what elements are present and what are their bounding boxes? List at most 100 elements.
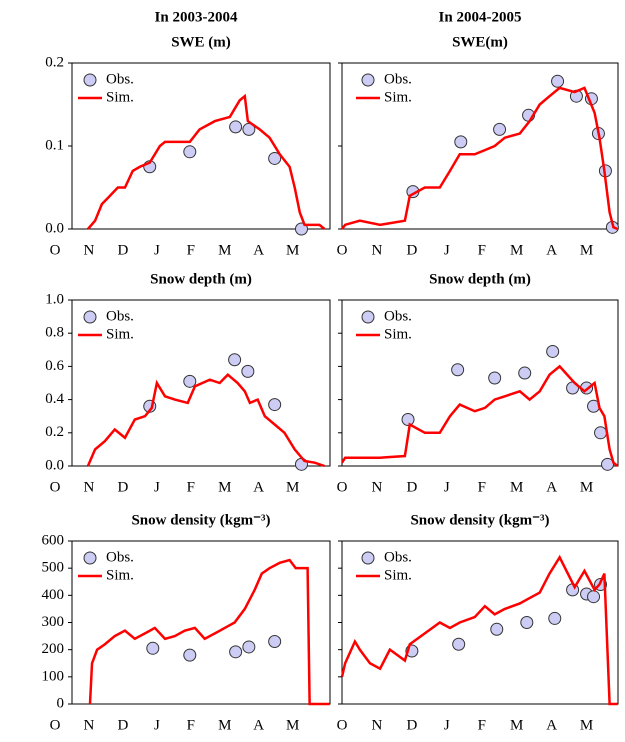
x-tick-label: M	[286, 717, 299, 733]
obs-point	[454, 135, 468, 149]
x-tick-label: M	[580, 242, 593, 258]
x-tick-label: M	[510, 242, 523, 258]
legend-marker	[83, 551, 97, 565]
plot-frame	[341, 299, 619, 467]
x-tick-label: D	[117, 717, 128, 733]
x-tick-label: A	[546, 242, 557, 258]
column-heading: In 2003-2004	[155, 9, 238, 25]
x-tick-label: O	[50, 717, 61, 733]
chart-title: SWE (m)	[171, 34, 231, 50]
x-tick-label: F	[187, 717, 195, 733]
legend-marker	[361, 310, 375, 324]
x-tick-label: F	[478, 717, 486, 733]
x-tick-label: O	[50, 479, 61, 495]
obs-point	[452, 637, 466, 651]
x-tick-label: J	[154, 479, 160, 495]
sim-line	[340, 364, 619, 467]
legend-marker	[361, 551, 375, 565]
plot-frame	[341, 62, 619, 230]
obs-point	[268, 398, 282, 412]
obs-point	[587, 590, 601, 604]
x-tick-label: J	[154, 242, 160, 258]
obs-point	[242, 640, 256, 654]
legend-label: Obs.	[384, 71, 412, 87]
obs-point	[451, 363, 465, 377]
chart-title: Snow depth (m)	[429, 271, 531, 287]
legend-label: Sim.	[106, 567, 134, 583]
sim-line	[87, 93, 326, 230]
x-tick-label: J	[154, 717, 160, 733]
y-tick-label: 0.1	[45, 137, 64, 153]
chart-title: Snow depth (m)	[150, 271, 252, 287]
x-tick-label: D	[406, 479, 417, 495]
obs-point	[548, 611, 562, 625]
x-tick-label: M	[286, 242, 299, 258]
legend-label: Obs.	[106, 308, 134, 324]
obs-point	[183, 648, 197, 662]
x-tick-label: J	[444, 717, 450, 733]
y-tick-label: 400	[42, 587, 65, 603]
x-tick-label: D	[117, 242, 128, 258]
x-tick-label: A	[253, 717, 264, 733]
x-tick-label: M	[218, 242, 231, 258]
x-tick-label: M	[218, 479, 231, 495]
y-tick-label: 0	[57, 695, 65, 711]
plot-frame	[71, 540, 331, 705]
x-tick-label: D	[406, 242, 417, 258]
obs-point	[183, 145, 197, 159]
obs-point	[493, 122, 507, 136]
x-tick-label: O	[337, 479, 348, 495]
plot-frame	[71, 62, 331, 230]
x-tick-label: M	[510, 479, 523, 495]
plot-frame	[341, 540, 619, 705]
legend-label: Obs.	[106, 71, 134, 87]
y-tick-label: 0.0	[45, 220, 64, 236]
y-tick-label: 0.8	[45, 325, 64, 341]
x-tick-label: F	[478, 479, 486, 495]
y-tick-label: 0.6	[45, 358, 64, 374]
x-tick-label: F	[187, 242, 195, 258]
x-tick-label: M	[510, 717, 523, 733]
legend-label: Sim.	[106, 89, 134, 105]
y-tick-label: 0.2	[45, 424, 64, 440]
x-tick-label: O	[337, 242, 348, 258]
legend-marker	[83, 310, 97, 324]
y-tick-label: 0.0	[45, 457, 64, 473]
x-tick-label: M	[218, 717, 231, 733]
plot-frame	[71, 299, 331, 467]
legend-label: Obs.	[384, 549, 412, 565]
sim-line	[88, 558, 330, 706]
x-tick-label: O	[50, 242, 61, 258]
obs-point	[268, 635, 282, 649]
obs-point	[601, 457, 615, 471]
y-tick-label: 0.4	[45, 391, 64, 407]
obs-point	[518, 366, 532, 380]
obs-point	[268, 151, 282, 165]
column-heading: In 2004-2005	[439, 9, 522, 25]
obs-point	[146, 641, 160, 655]
obs-point	[401, 413, 415, 427]
x-tick-label: N	[84, 479, 95, 495]
obs-point	[490, 622, 504, 636]
obs-point	[241, 364, 255, 378]
obs-point	[228, 353, 242, 367]
y-tick-label: 0.2	[45, 54, 64, 70]
chart-title: SWE(m)	[452, 34, 508, 50]
legend-label: Sim.	[106, 326, 134, 342]
x-tick-label: N	[84, 242, 95, 258]
x-tick-label: M	[580, 717, 593, 733]
x-tick-label: J	[444, 242, 450, 258]
legend-label: Sim.	[384, 89, 412, 105]
legend-label: Sim.	[384, 326, 412, 342]
legend-label: Obs.	[106, 549, 134, 565]
x-tick-label: A	[546, 479, 557, 495]
obs-point	[229, 120, 243, 134]
x-tick-label: F	[478, 242, 486, 258]
y-tick-label: 300	[42, 614, 65, 630]
obs-point	[229, 645, 243, 659]
sim-line	[86, 372, 325, 468]
sim-line	[340, 554, 618, 706]
obs-point	[242, 122, 256, 136]
x-tick-label: D	[117, 479, 128, 495]
